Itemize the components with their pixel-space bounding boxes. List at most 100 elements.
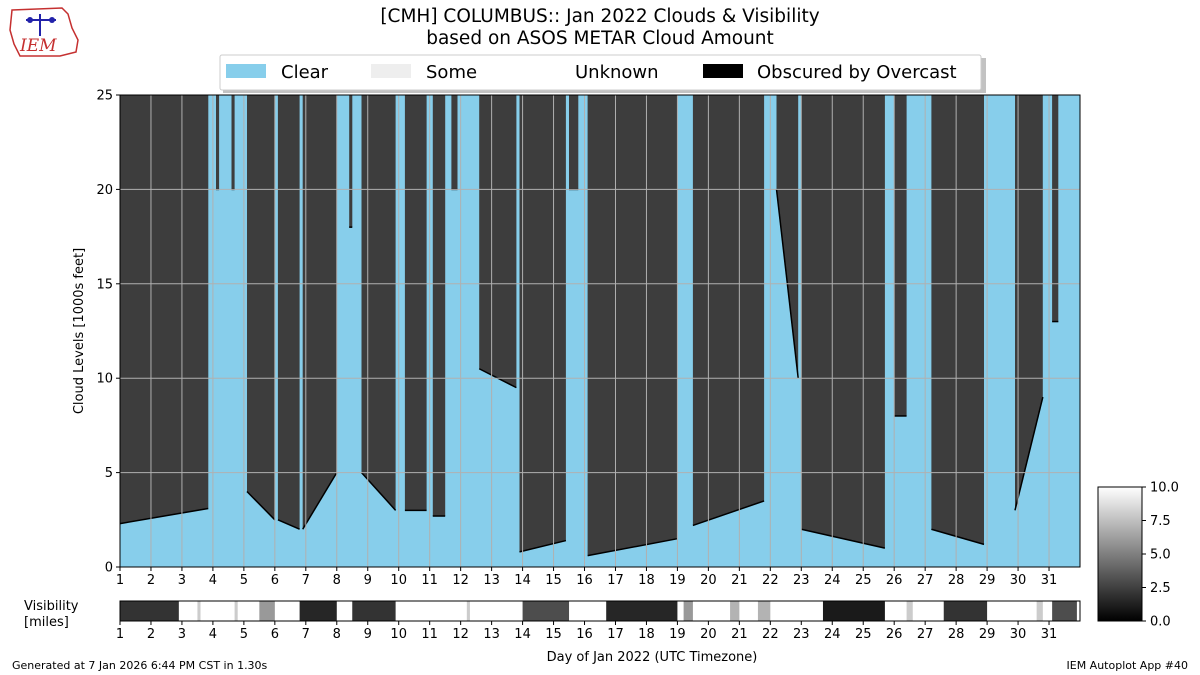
main-x-tick-label: 8 [333,573,341,588]
y-tick-label: 5 [105,466,113,481]
vis-x-tick-label: 1 [116,627,124,642]
visibility-period-10 [730,601,740,621]
cloud-period-15 [692,95,765,526]
cloud-base-edge-17 [801,528,886,549]
vis-x-tick-label: 10 [390,627,407,642]
main-x-tick-label: 6 [271,573,279,588]
cloud-period-21 [1052,95,1059,322]
vis-x-tick-label: 12 [452,627,469,642]
cloud-period-8 [404,95,427,511]
plot-frame [119,94,1081,568]
chart-subtitle: based on ASOS METAR Cloud Amount [426,28,774,49]
main-x-tick-label: 14 [514,573,531,588]
y-tick-label: 10 [96,372,113,387]
y-tick-label: 0 [105,561,113,576]
vis-x-tick-label: 31 [1041,627,1058,642]
colorbar-tick-label: 5.0 [1150,548,1171,563]
y-tick-label: 20 [96,183,113,198]
visibility-period-11 [757,601,771,621]
footer-app: IEM Autoplot App #40 [1067,659,1189,672]
cloud-period-18 [894,95,907,416]
vis-x-tick-label: 17 [607,627,624,642]
main-x-tick-label: 28 [948,573,965,588]
vis-x-tick-label: 21 [731,627,748,642]
cloud-period-12 [519,95,566,552]
chart-title: [CMH] COLUMBUS:: Jan 2022 Clouds & Visib… [380,6,819,27]
main-x-tick-label: 4 [209,573,217,588]
vis-x-tick-label: 2 [147,627,155,642]
visibility-strip: 1 2 3 4 5 6 7 8 9 10 11 12 13 14 15 16 17 18 19 20 21 22 23 24 2… [24,599,1081,665]
weather-station-icon [26,14,56,36]
main-x-tick-label: 27 [917,573,934,588]
main-x-tick-label: 20 [700,573,717,588]
visibility-period-0 [120,601,179,621]
vis-x-tick-label: 27 [917,627,934,642]
cloud-period-2 [231,95,235,190]
main-x-tick-label: 7 [302,573,310,588]
visibility-period-8 [606,601,678,621]
vis-x-tick-label: 15 [545,627,562,642]
legend-label-3: Obscured by Overcast [757,62,957,83]
cloud-base-edge-0 [119,507,209,525]
visibility-period-6 [466,601,470,621]
y-axis-label: Cloud Levels [1000s feet] [72,248,87,414]
vis-x-tick-label: 9 [364,627,372,642]
colorbar-tick-label: 2.5 [1150,581,1171,596]
cloud-period-19 [931,95,984,545]
vis-x-tick-label: 3 [178,627,186,642]
main-x-tick-label: 13 [483,573,500,588]
vis-x-tick-label: 19 [669,627,686,642]
cloud-base-edge-5 [302,472,338,530]
y-tick-label: 15 [96,277,113,292]
vis-x-tick-label: 6 [271,627,279,642]
iem-logo: IEM [9,7,79,57]
visibility-colorbar: 0.0 2.5 5.0 7.5 10.0 [1097,481,1179,630]
main-x-tick-label: 25 [855,573,872,588]
colorbar-tick-label: 10.0 [1150,481,1179,496]
main-x-tick-label: 24 [824,573,841,588]
vis-x-tick-label: 25 [855,627,872,642]
cloud-base-edge-4 [277,519,300,530]
vis-x-tick-label: 24 [824,627,841,642]
main-x-tick-label: 12 [452,573,469,588]
visibility-period-15 [1036,601,1043,621]
main-x-tick-label: 5 [240,573,248,588]
cloud-base-edge-3 [246,490,276,521]
visibility-period-16 [1052,601,1077,621]
cloud-period-6 [349,95,353,228]
legend-label-2: Unknown [575,62,659,83]
cloud-period-16 [776,95,799,379]
colorbar-tick-label: 7.5 [1150,514,1171,529]
main-x-tick-label: 17 [607,573,624,588]
cloud-period-20 [1015,95,1043,511]
vis-x-tick-label: 13 [483,627,500,642]
legend-swatch-0 [226,64,266,78]
vis-x-tick-label: 4 [209,627,217,642]
cloud-period-5 [302,95,337,530]
main-x-tick-label: 3 [178,573,186,588]
cloud-period-14 [587,95,678,556]
main-x-tick-label: 26 [886,573,903,588]
main-x-tick-label: 18 [638,573,655,588]
main-x-tick-label: 29 [979,573,996,588]
vis-x-tick-label: 30 [1010,627,1027,642]
cloud-base-edge-7 [360,472,397,511]
colorbar-tick-label: 0.0 [1150,615,1171,630]
cloud-base-edge-14 [587,537,678,557]
legend-label-1: Some [426,62,477,83]
vis-x-tick-label: 14 [514,627,531,642]
visibility-period-12 [822,601,885,621]
vis-x-tick-label: 23 [793,627,810,642]
vis-x-tick-label: 16 [576,627,593,642]
legend-label-0: Clear [281,62,329,83]
visibility-period-5 [352,601,396,621]
visibility-period-4 [299,601,337,621]
legend-swatch-1 [371,64,411,78]
main-x-tick-label: 22 [762,573,779,588]
vis-x-tick-label: 29 [979,627,996,642]
visibility-period-7 [522,601,570,621]
vis-x-tick-label: 22 [762,627,779,642]
cloud-base-edge-20 [1014,396,1044,511]
vis-x-tick-label: 5 [240,627,248,642]
